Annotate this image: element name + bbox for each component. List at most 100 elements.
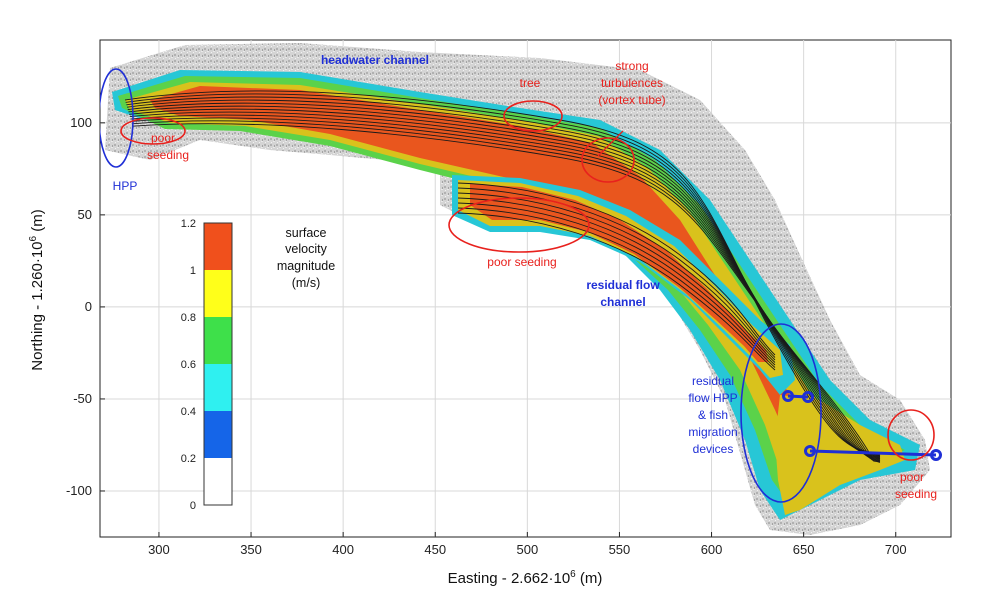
- residual-hpp-label-line: residual: [692, 374, 734, 388]
- x-tick-label: 650: [793, 542, 815, 557]
- y-axis-label-text: Northing - 1.260·10: [29, 241, 46, 370]
- poor-seeding-label-1-line: poor: [151, 131, 175, 145]
- colorbar-label-line: magnitude: [277, 259, 335, 273]
- turbulence-label-line: strong: [615, 59, 648, 73]
- colorbar-tick-label: 0.6: [181, 359, 196, 371]
- residual-hpp-label-line: & fish: [698, 408, 728, 422]
- turbulence-label-line: (vortex tube): [598, 93, 665, 107]
- colorbar-label-line: surface: [286, 226, 327, 240]
- streamline: [457, 202, 776, 366]
- residual-hpp-ellipse: [740, 323, 822, 503]
- y-tick-label: 100: [70, 115, 92, 130]
- residual-channel-label-line: channel: [600, 295, 645, 309]
- streamline: [129, 108, 881, 460]
- measurement-devices: [782, 390, 942, 461]
- poor-seeding-ellipse-3: [887, 409, 935, 461]
- y-tick-label: -100: [66, 483, 92, 498]
- colorbar-label-line: (m/s): [292, 276, 320, 290]
- streamline: [124, 90, 881, 456]
- poor-seeding-ellipse-2: [448, 197, 590, 253]
- colorbar-tick-label: 1.2: [181, 218, 196, 230]
- turbulence-ellipse: [581, 137, 635, 183]
- device-marker: [782, 390, 794, 402]
- x-tick-label: 400: [332, 542, 354, 557]
- y-tick-label: 50: [78, 207, 92, 222]
- y-axis-ticks: 100 50 0 -50 -100: [66, 115, 105, 498]
- streamline: [129, 111, 881, 461]
- residual-hpp-label-line: migration: [688, 425, 737, 439]
- device-marker: [804, 445, 816, 457]
- colorbar-bin: [204, 270, 232, 317]
- colorbar-bin: [204, 317, 232, 364]
- annotation-ellipses: [100, 68, 935, 503]
- streamline: [457, 207, 776, 368]
- streamline: [131, 117, 881, 462]
- poor-seeding-label-2: poor seeding: [487, 255, 556, 269]
- streamline: [457, 192, 776, 361]
- streamline: [126, 99, 881, 458]
- streamline: [127, 102, 881, 459]
- y-tick-label: 0: [85, 299, 92, 314]
- streamline: [457, 187, 776, 358]
- x-axis-label-exponent: 6: [570, 569, 576, 580]
- y-tick-label: -50: [73, 391, 92, 406]
- lower-section-band: [775, 395, 905, 515]
- terrain-background: [105, 43, 930, 535]
- poor-seeding-ellipse-1: [120, 117, 186, 145]
- annotations: headwater channel HPP poor seeding tree …: [113, 53, 937, 501]
- x-axis-label-unit: (m): [576, 570, 603, 587]
- streamline: [457, 197, 776, 363]
- colorbar-tick-label: 0.2: [181, 453, 196, 465]
- streamline: [457, 212, 776, 371]
- x-tick-label: 450: [424, 542, 446, 557]
- streamline: [125, 93, 881, 457]
- colorbar-bin: [204, 458, 232, 505]
- residual-channel-label-line: residual flow: [586, 278, 660, 292]
- colorbar-label-line: velocity: [285, 242, 327, 256]
- device-marker: [930, 449, 942, 461]
- y-axis-label-unit: (m): [29, 209, 46, 236]
- colorbar-tick-label: 1: [190, 265, 196, 277]
- x-tick-label: 700: [885, 542, 907, 557]
- residual-low-band: [452, 175, 795, 395]
- streamline: [130, 114, 881, 461]
- x-tick-label: 500: [516, 542, 538, 557]
- map-layer: [100, 43, 942, 535]
- colorbar: 1.2 1 0.8 0.6 0.4 0.2 0: [181, 218, 233, 512]
- streamline: [126, 96, 881, 457]
- streamline: [128, 105, 881, 459]
- x-tick-label: 350: [240, 542, 262, 557]
- colorbar-tick-label: 0.8: [181, 312, 196, 324]
- headwater-channel-label: headwater channel: [321, 53, 429, 67]
- hpp-ellipse: [100, 68, 134, 168]
- colorbar-bin: [204, 364, 232, 411]
- device-marker: [802, 391, 814, 403]
- poor-seeding-label-3-line: seeding: [895, 487, 937, 501]
- device-link-2: [809, 449, 937, 457]
- turbulence-pointer: [597, 130, 624, 157]
- colorbar-label: surface velocity magnitude (m/s): [277, 226, 335, 290]
- residual-hpp-label-line: devices: [693, 442, 734, 456]
- x-tick-label: 300: [148, 542, 170, 557]
- x-tick-label: 600: [701, 542, 723, 557]
- residual-hpp-label-line: flow HPP: [688, 391, 737, 405]
- colorbar-bin: [204, 223, 232, 270]
- hpp-label: HPP: [113, 179, 138, 193]
- tree-ellipse: [503, 100, 563, 132]
- y-axis-label: Northing - 1.260·106 (m): [28, 209, 46, 370]
- poor-seeding-label-3-line: poor: [900, 470, 924, 484]
- x-axis-label: Easting - 2.662·106 (m): [448, 569, 603, 587]
- streamline: [457, 182, 776, 356]
- streamlines: [124, 90, 881, 463]
- x-tick-label: 550: [609, 542, 631, 557]
- colorbar-bin: [204, 411, 232, 458]
- streamline: [132, 123, 881, 463]
- x-axis-ticks: 300 350 400 450 500 550 600 650 700: [148, 532, 907, 557]
- y-axis-label-exponent: 6: [28, 235, 39, 241]
- colorbar-tick-label: 0.4: [181, 406, 196, 418]
- colorbar-frame: [203, 222, 233, 506]
- x-axis-label-text: Easting - 2.662·10: [448, 570, 571, 587]
- tree-label: tree: [520, 76, 541, 90]
